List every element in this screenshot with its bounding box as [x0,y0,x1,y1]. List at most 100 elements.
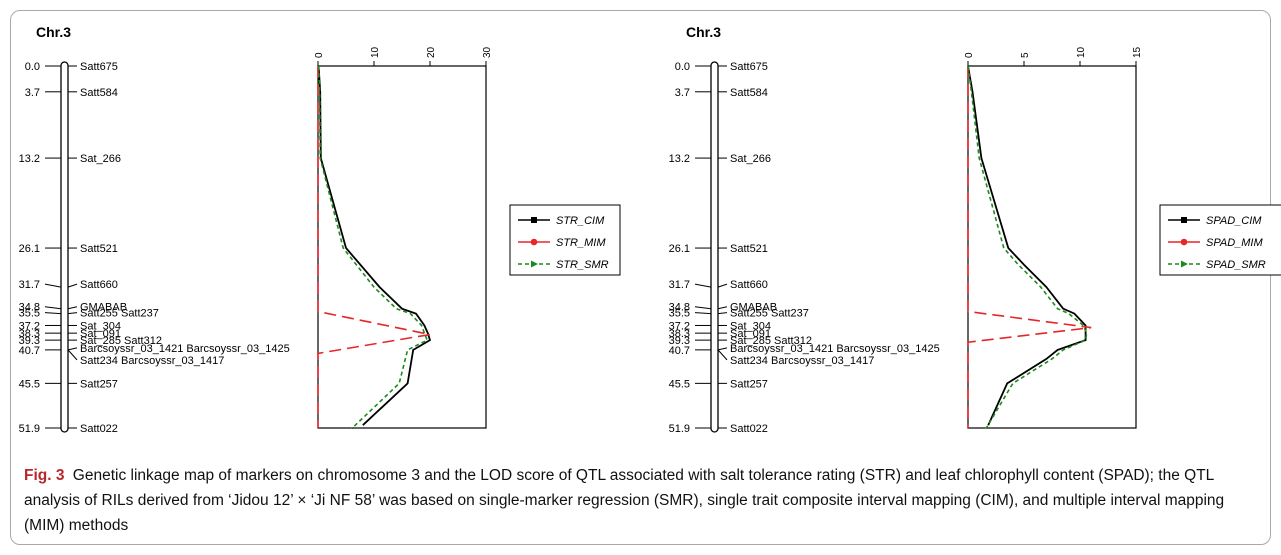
legend-label: STR_MIM [556,237,606,249]
marker-tick-right [67,283,78,288]
marker-name: Sat_091 [80,328,121,340]
marker-position: 0.0 [25,61,40,73]
chromosome-title: Chr.3 [686,24,721,40]
marker-name: Satt255 Satt237 [730,308,809,320]
marker-position: 39.3 [669,335,690,347]
x-tick-label: 0 [314,52,325,58]
legend-label: SPAD_SMR [1206,259,1266,271]
legend-label: STR_CIM [556,215,605,227]
marker-name: Satt234 Barcsoyssr_03_1417 [730,355,874,367]
marker-position: 51.9 [19,423,40,435]
legend-marker-circle [1180,238,1188,246]
legend-label: STR_SMR [556,259,609,271]
marker-tick-left [694,306,712,310]
marker-position: 45.5 [669,378,690,390]
chromosome-bar [60,61,69,433]
marker-position: 38.3 [19,328,40,340]
legend-label: SPAD_MIM [1206,237,1263,249]
marker-name: Satt675 [730,61,768,73]
marker-position: 51.9 [669,423,690,435]
chromosome-bar [710,61,719,433]
marker-name: GMABAB [730,302,777,314]
series-line-spad_cim [967,65,1087,426]
x-tick-label: 10 [1076,46,1087,58]
marker-position: 26.1 [19,243,40,255]
marker-tick-right [717,283,728,288]
marker-position: 37.2 [669,320,690,332]
marker-position: 40.7 [19,345,40,357]
marker-name: Sat_091 [730,328,771,340]
marker-name: Satt521 [80,243,118,255]
marker-tick-left [694,283,712,288]
x-tick-label: 10 [370,46,381,58]
marker-name: Satt234 Barcsoyssr_03_1417 [80,355,224,367]
marker-name: Sat_266 [80,153,121,165]
x-tick-label: 0 [964,52,975,58]
marker-name: Sat_304 [730,320,771,332]
x-tick-label: 15 [1132,46,1143,58]
marker-tick-right [67,349,78,361]
marker-position: 34.8 [669,302,690,314]
marker-position: 3.7 [675,87,690,99]
marker-position: 45.5 [19,378,40,390]
x-tick-label: 20 [426,46,437,58]
marker-name: Satt675 [80,61,118,73]
figure-caption: Fig. 3 Genetic linkage map of markers on… [24,463,1259,538]
marker-name: Satt660 [80,279,118,291]
marker-name: Satt521 [730,243,768,255]
x-tick-label: 30 [482,46,493,58]
x-tick-label: 5 [1020,52,1031,58]
legend-marker-square [531,217,537,223]
marker-tick-right [717,312,728,315]
marker-position: 31.7 [669,279,690,291]
marker-tick-left [44,283,62,288]
caption-text: Genetic linkage map of markers on chromo… [24,467,1225,534]
marker-position: 39.3 [19,335,40,347]
marker-position: 37.2 [19,320,40,332]
marker-tick-right [67,312,78,315]
marker-tick-left [694,312,712,315]
marker-tick-right [67,347,78,351]
caption-label: Fig. 3 [24,467,65,484]
marker-name: Satt257 [80,378,118,390]
marker-position: 0.0 [675,61,690,73]
marker-name: Sat_285 Satt312 [80,335,162,347]
marker-name: Satt660 [730,279,768,291]
marker-name: Barcsoyssr_03_1421 Barcsoyssr_03_1425 [80,343,290,355]
marker-tick-right [717,349,728,361]
marker-tick-right [717,306,728,310]
legend [1159,204,1281,276]
marker-position: 13.2 [19,153,40,165]
legend-marker-circle [530,238,538,246]
marker-tick-right [717,347,728,351]
series-line-spad_mim [967,66,1092,428]
marker-position: 26.1 [669,243,690,255]
marker-name: Satt255 Satt237 [80,308,159,320]
marker-position: 31.7 [19,279,40,291]
chromosome-title: Chr.3 [36,24,71,40]
marker-position: 35.5 [19,308,40,320]
marker-name: GMABAB [80,302,127,314]
marker-tick-left [44,306,62,310]
figure-canvas: Chr.3 0.0 Satt675 3.7 Satt584 13.2 Sat_266 26.1… [19,24,1281,435]
marker-tick-left [44,312,62,315]
marker-name: Sat_285 Satt312 [730,335,812,347]
marker-position: 40.7 [669,345,690,357]
legend-marker-square [1181,217,1187,223]
marker-name: Sat_304 [80,320,121,332]
marker-position: 3.7 [25,87,40,99]
marker-position: 13.2 [669,153,690,165]
marker-name: Barcsoyssr_03_1421 Barcsoyssr_03_1425 [730,343,940,355]
series-line-str_mim [317,66,431,428]
legend-marker-triangle [1181,260,1188,268]
marker-name: Satt584 [80,87,118,99]
marker-position: 34.8 [19,302,40,314]
marker-position: 35.5 [669,308,690,320]
lod-plot-frame [967,65,1137,429]
marker-position: 38.3 [669,328,690,340]
marker-name: Satt584 [730,87,768,99]
marker-tick-right [67,306,78,310]
series-line-str_smr [317,65,429,430]
marker-name: Satt022 [80,423,118,435]
legend-label: SPAD_CIM [1206,215,1262,227]
